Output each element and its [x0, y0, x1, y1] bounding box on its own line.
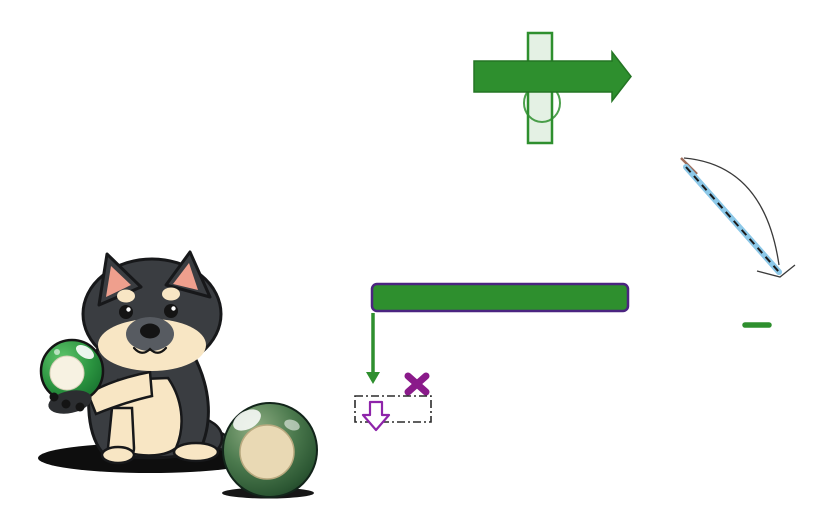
paw-toe [61, 399, 71, 409]
dog-nose [140, 323, 160, 339]
ball6-gloss [76, 344, 94, 360]
top-chart-annotations [473, 31, 796, 278]
dog-front-paw [100, 445, 136, 465]
ball60-number-circle [239, 424, 295, 480]
dog-left-ear-inner [106, 266, 131, 297]
green-down-arrow-head [366, 372, 380, 384]
bottom-chart-annotations [354, 282, 630, 432]
candle-highlight-dashed-box [354, 395, 432, 423]
paw-toe [75, 402, 85, 412]
projection-end-bracket [756, 264, 796, 278]
billiard-ball-60 [222, 402, 318, 499]
dog-hind-paw [172, 441, 220, 463]
dog-right-brow [162, 287, 180, 301]
ball6-number-circle [49, 355, 85, 391]
sell-point-annotation-box [370, 282, 630, 313]
ball6-gloss-dot [54, 349, 60, 355]
dog-arm [86, 370, 154, 416]
hollow-down-arrow [361, 400, 391, 432]
sell-x-mark [404, 372, 430, 396]
dog-left-eye-glint [126, 307, 131, 312]
projection-line [683, 164, 782, 275]
ball60-gloss-small [284, 419, 300, 431]
projection-arc [683, 157, 780, 266]
dog-left-brow [117, 289, 135, 303]
dog-right-ear-inner [173, 263, 198, 290]
billiard-ball-6 [39, 338, 105, 414]
dog-mouth [132, 346, 168, 354]
dog-right-eye [164, 304, 178, 318]
paw-toe [49, 392, 59, 402]
ball60-gloss [233, 409, 261, 431]
dog-left-eye [119, 305, 133, 319]
dog-mascot-illustration [38, 250, 262, 473]
sell-point-banner-arrow [473, 49, 632, 104]
dog-right-eye-glint [171, 306, 176, 311]
